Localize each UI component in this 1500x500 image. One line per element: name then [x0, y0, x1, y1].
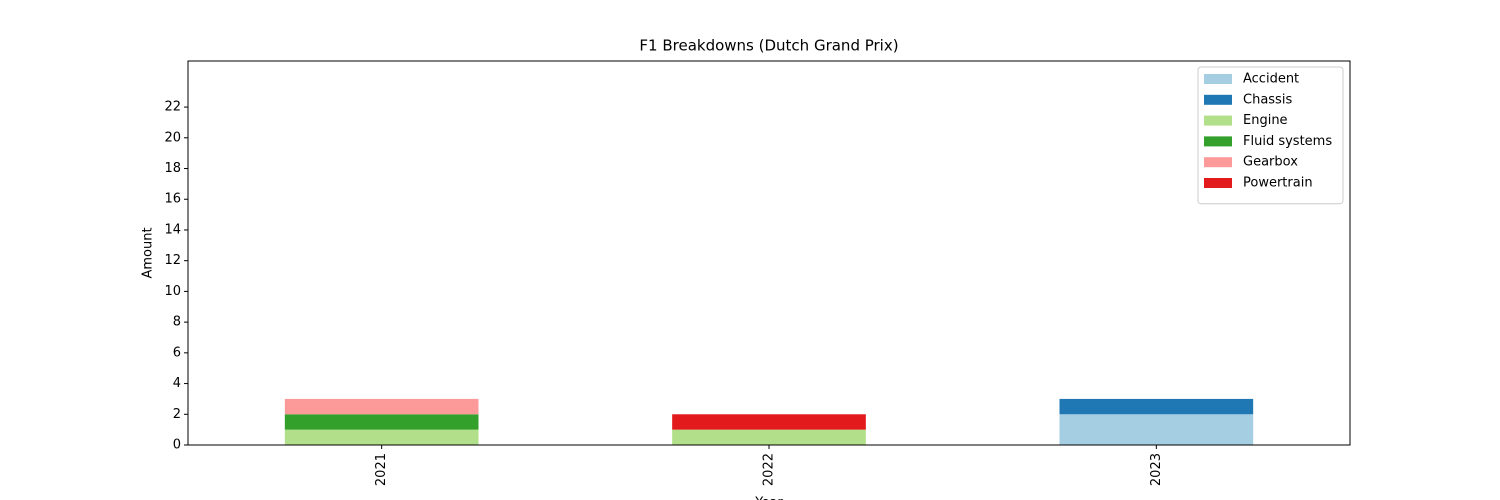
- bar-segment: [1059, 398, 1254, 415]
- y-tick-label: 6: [173, 345, 181, 360]
- y-tick-label: 16: [164, 192, 181, 207]
- y-tick-label: 22: [164, 100, 181, 115]
- legend-label: Powertrain: [1243, 176, 1313, 191]
- x-tick-label: 2021: [374, 453, 389, 486]
- bar-segment: [672, 414, 866, 430]
- plot-frame: [187, 60, 1351, 446]
- y-tick-label: 2: [173, 407, 181, 422]
- legend-swatch: [1204, 115, 1232, 126]
- legend-label: Chassis: [1243, 92, 1292, 107]
- y-tick-label: 10: [164, 284, 181, 299]
- chart-title: F1 Breakdowns (Dutch Grand Prix): [639, 37, 898, 55]
- x-axis-label: Year: [754, 496, 783, 500]
- bar-segment: [284, 398, 479, 415]
- legend-swatch: [1204, 178, 1232, 188]
- bar-segment: [284, 429, 479, 445]
- legend-label: Fluid systems: [1243, 134, 1332, 149]
- y-axis-label: Amount: [141, 227, 156, 278]
- y-tick-label: 0: [173, 438, 181, 453]
- legend-swatch: [1204, 157, 1232, 168]
- bar-segment: [284, 414, 479, 430]
- y-tick-label: 4: [173, 376, 181, 391]
- legend-swatch: [1204, 94, 1232, 105]
- y-tick-label: 12: [164, 253, 181, 268]
- bar-segment: [1059, 414, 1254, 445]
- bar-segment: [672, 429, 866, 445]
- x-tick-label: 2022: [762, 453, 777, 486]
- y-tick-label: 18: [164, 161, 181, 176]
- y-tick-label: 14: [164, 222, 181, 237]
- y-tick-label: 20: [164, 130, 181, 145]
- legend-swatch: [1204, 136, 1232, 147]
- x-tick-label: 2023: [1149, 453, 1164, 486]
- legend-label: Gearbox: [1243, 155, 1298, 170]
- y-tick-label: 8: [173, 315, 181, 330]
- legend-swatch: [1204, 74, 1232, 84]
- legend-label: Engine: [1243, 113, 1288, 128]
- legend-label: Accident: [1243, 72, 1299, 87]
- legend-box: [1197, 66, 1344, 205]
